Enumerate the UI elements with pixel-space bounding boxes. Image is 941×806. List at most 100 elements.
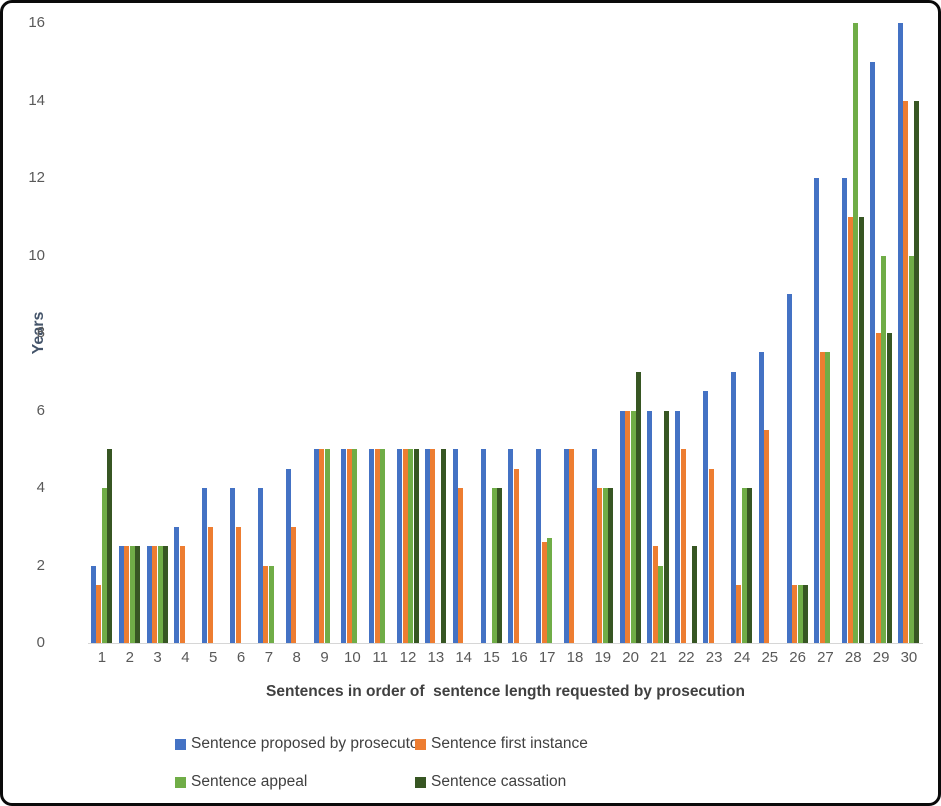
x-tick-label: 1 — [97, 649, 107, 666]
x-tick-label: 10 — [344, 649, 361, 666]
bar — [563, 449, 569, 643]
x-tick-label: 13 — [427, 649, 445, 666]
bar — [675, 410, 681, 643]
bar — [285, 468, 291, 643]
bar-group — [617, 23, 645, 643]
y-tick-label: 12 — [28, 169, 45, 186]
bar — [764, 429, 770, 643]
bar — [630, 410, 636, 643]
legend-swatch-icon — [415, 738, 426, 750]
bar — [341, 449, 347, 643]
bar — [135, 546, 141, 643]
bar — [402, 449, 408, 643]
bar — [346, 449, 352, 643]
bar — [658, 565, 664, 643]
bar-group — [728, 23, 756, 643]
bar — [636, 371, 642, 643]
bar — [352, 449, 358, 643]
bar-group — [784, 23, 812, 643]
bar — [797, 584, 803, 643]
bar-group — [756, 23, 784, 643]
bar-group — [311, 23, 339, 643]
bar — [313, 449, 319, 643]
bar — [647, 410, 653, 643]
bar — [101, 488, 107, 643]
bar-group — [812, 23, 840, 643]
bar-group — [478, 23, 506, 643]
bar-group — [394, 23, 422, 643]
bar — [257, 488, 263, 643]
bar — [124, 546, 130, 643]
bar — [875, 333, 881, 643]
bar — [569, 449, 575, 643]
x-tick-label: 18 — [566, 649, 584, 666]
bar — [202, 488, 208, 643]
bar — [163, 546, 169, 643]
bar — [424, 449, 430, 643]
bar — [842, 178, 848, 643]
bar — [497, 488, 502, 643]
x-axis-tick-labels: 1 2 3 4 5 6 7 8 9 10 11 12 13 14 15 16 17 18 19 20 21 22 23 24 2… — [88, 649, 923, 666]
bar — [747, 488, 753, 643]
x-axis-title: Sentences in order of sentence length re… — [266, 683, 745, 700]
bar — [652, 546, 658, 643]
bar — [597, 488, 603, 643]
x-tick-label: 24 — [733, 649, 751, 666]
bar-group — [672, 23, 700, 643]
x-tick-label: 25 — [761, 649, 779, 666]
bar — [413, 449, 419, 643]
x-tick-label: 22 — [677, 649, 695, 666]
bar — [758, 352, 764, 643]
bar — [625, 410, 631, 643]
bar — [536, 449, 542, 643]
bar — [513, 468, 519, 643]
bar — [458, 488, 464, 643]
bar-group — [144, 23, 172, 643]
bar-group — [839, 23, 867, 643]
bar — [708, 468, 714, 643]
bar-group — [700, 23, 728, 643]
y-tick-label: 2 — [36, 556, 45, 574]
bar — [508, 449, 514, 643]
bar — [369, 449, 375, 643]
y-tick-label: 6 — [36, 401, 45, 419]
bar-group — [199, 23, 227, 643]
bar — [324, 449, 330, 643]
bar — [380, 449, 386, 643]
bar-group — [283, 23, 311, 643]
bar — [914, 100, 920, 643]
bar — [792, 584, 798, 643]
x-tick-label: 29 — [872, 649, 890, 666]
bar — [96, 584, 102, 643]
bar — [819, 352, 825, 643]
bar-group — [533, 23, 561, 643]
bar — [786, 294, 792, 643]
bar — [741, 488, 747, 643]
bar — [107, 449, 113, 643]
bar-group — [561, 23, 589, 643]
bar-group — [422, 23, 450, 643]
y-tick-label: 0 — [36, 634, 45, 651]
bar — [886, 333, 892, 643]
bar-group — [867, 23, 895, 643]
bar — [408, 449, 414, 643]
x-tick-label: 21 — [650, 649, 667, 666]
x-tick-label: 16 — [510, 649, 528, 666]
bar — [853, 23, 859, 643]
bar-group — [227, 23, 255, 643]
bar — [430, 449, 436, 643]
x-tick-label: 9 — [320, 649, 329, 666]
x-tick-label: 19 — [594, 649, 612, 666]
bar — [230, 488, 236, 643]
bar — [452, 449, 458, 643]
bar — [908, 255, 914, 643]
bar — [146, 546, 152, 643]
legend-item: Sentence appeal — [175, 773, 415, 791]
x-tick-label: 30 — [900, 649, 918, 666]
bar — [703, 391, 709, 643]
bar — [291, 526, 297, 643]
bar — [268, 565, 274, 643]
x-tick-label: 28 — [844, 649, 862, 666]
bar — [90, 565, 96, 643]
